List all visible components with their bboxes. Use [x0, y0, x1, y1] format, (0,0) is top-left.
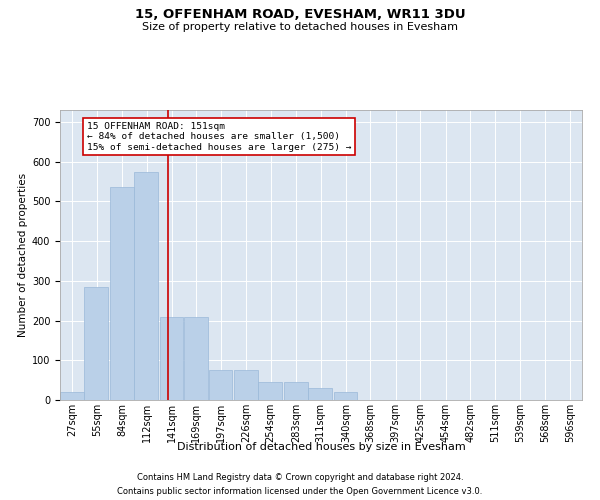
- Text: 15, OFFENHAM ROAD, EVESHAM, WR11 3DU: 15, OFFENHAM ROAD, EVESHAM, WR11 3DU: [134, 8, 466, 20]
- Text: Contains public sector information licensed under the Open Government Licence v3: Contains public sector information licen…: [118, 488, 482, 496]
- Bar: [209, 370, 232, 400]
- Y-axis label: Number of detached properties: Number of detached properties: [17, 173, 28, 337]
- Bar: [60, 392, 84, 400]
- Bar: [284, 382, 308, 400]
- Bar: [184, 316, 208, 400]
- Bar: [85, 287, 108, 400]
- Bar: [334, 392, 358, 400]
- Bar: [259, 382, 282, 400]
- Text: 15 OFFENHAM ROAD: 151sqm
← 84% of detached houses are smaller (1,500)
15% of sem: 15 OFFENHAM ROAD: 151sqm ← 84% of detach…: [87, 122, 352, 152]
- Text: Contains HM Land Registry data © Crown copyright and database right 2024.: Contains HM Land Registry data © Crown c…: [137, 472, 463, 482]
- Bar: [308, 388, 332, 400]
- Bar: [160, 316, 184, 400]
- Bar: [234, 370, 258, 400]
- Bar: [110, 188, 134, 400]
- Text: Size of property relative to detached houses in Evesham: Size of property relative to detached ho…: [142, 22, 458, 32]
- Text: Distribution of detached houses by size in Evesham: Distribution of detached houses by size …: [176, 442, 466, 452]
- Bar: [134, 172, 158, 400]
